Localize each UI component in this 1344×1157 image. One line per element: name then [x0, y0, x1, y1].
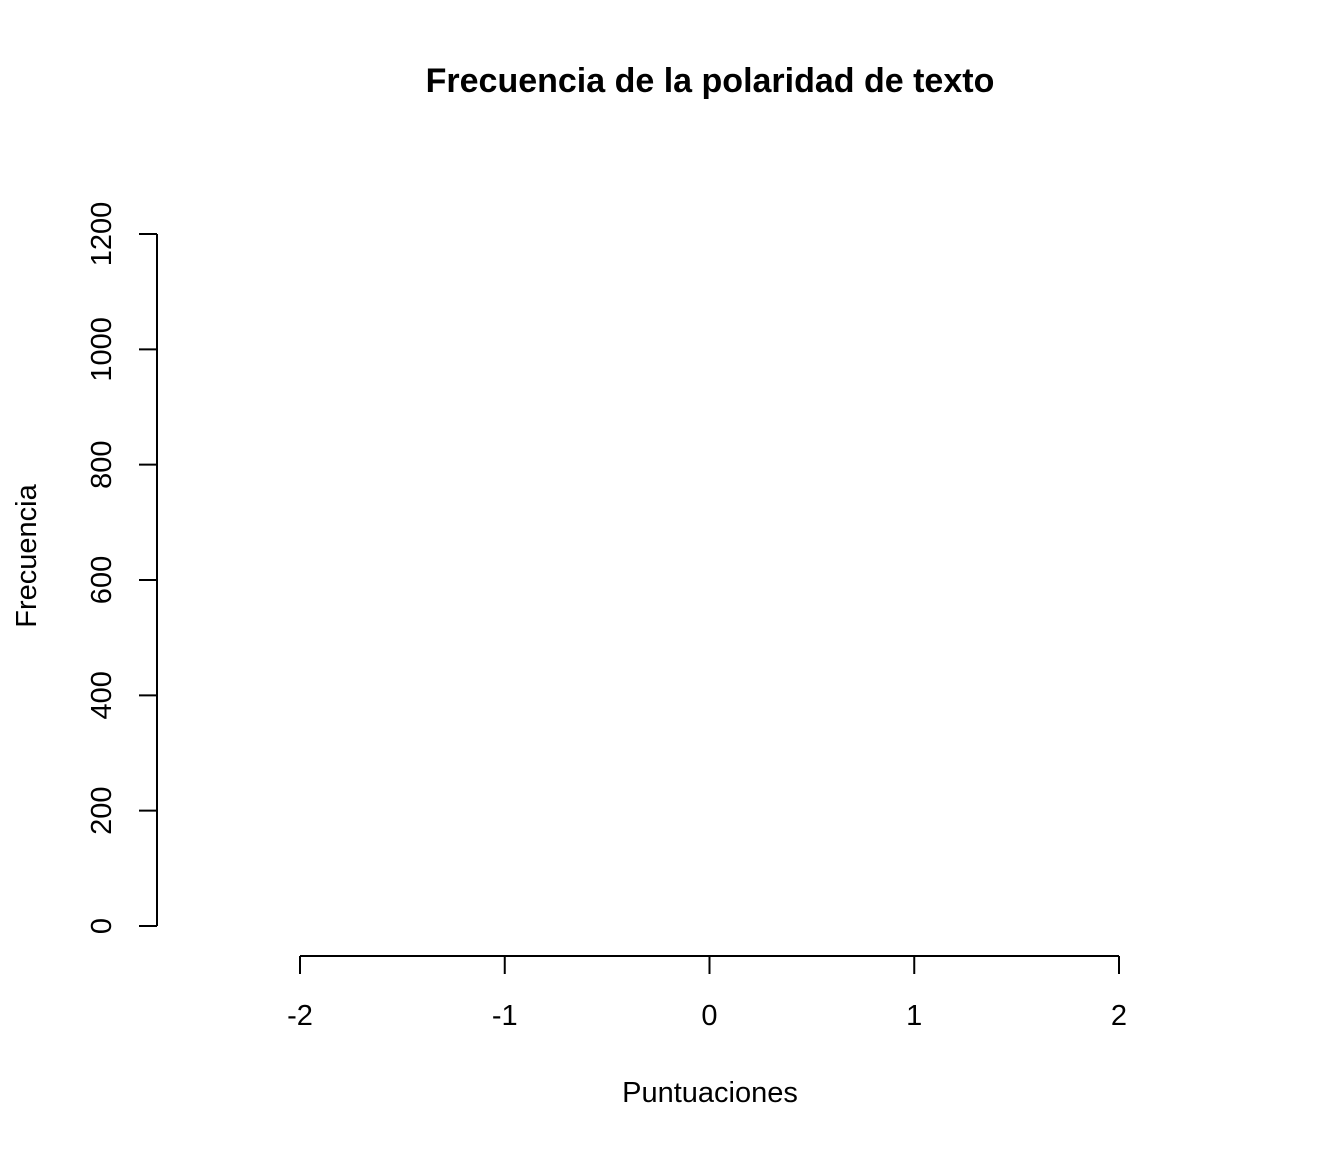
y-tick-label: 1200 [86, 202, 118, 267]
y-tick-label: 400 [86, 671, 118, 719]
x-tick-label: -2 [287, 1000, 313, 1032]
x-axis-label: Puntuaciones [622, 1077, 798, 1109]
y-tick-label: 600 [86, 556, 118, 604]
x-axis-ticks: -2 -1 0 1 2 [287, 956, 1127, 1032]
y-axis-label: Frecuencia [11, 483, 43, 627]
y-axis-ticks: 0 200 400 600 800 1000 1200 [86, 202, 157, 934]
y-tick-label: 800 [86, 440, 118, 488]
chart-title: Frecuencia de la polaridad de texto [426, 62, 995, 100]
x-tick-label: 2 [1111, 1000, 1127, 1032]
x-tick-label: 0 [701, 1000, 717, 1032]
y-tick-label: 200 [86, 786, 118, 834]
x-tick-label: 1 [906, 1000, 922, 1032]
y-tick-label: 0 [86, 918, 118, 934]
y-tick-label: 1000 [86, 317, 118, 382]
x-tick-label: -1 [492, 1000, 518, 1032]
